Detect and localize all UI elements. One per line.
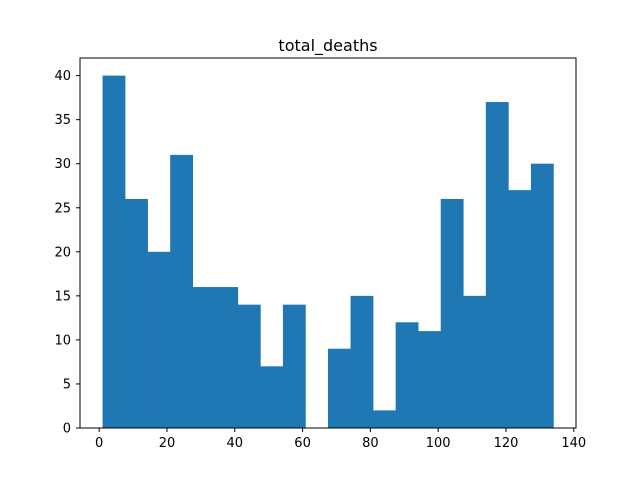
histogram-bar — [485, 102, 509, 429]
y-tick-label: 20 — [54, 245, 71, 260]
x-axis: 0 20 40 60 80 100 120 140 — [95, 428, 586, 451]
histogram-bar — [102, 75, 126, 428]
histogram-bar — [282, 304, 306, 428]
y-tick-label: 0 — [63, 422, 71, 437]
histogram-bar — [350, 295, 374, 428]
y-axis: 0 5 10 15 20 25 30 35 40 — [54, 69, 80, 437]
histogram-bar — [237, 304, 261, 428]
chart-title: total_deaths — [278, 36, 377, 56]
y-tick-label: 35 — [54, 113, 71, 128]
histogram-bar — [125, 198, 148, 428]
x-tick-label: 20 — [159, 436, 176, 451]
histogram-bar — [508, 190, 532, 428]
y-tick-label: 25 — [54, 201, 71, 216]
y-tick-label: 10 — [54, 333, 71, 348]
histogram-bar — [215, 287, 239, 428]
x-tick-label: 120 — [494, 436, 519, 451]
histogram-bar — [260, 366, 284, 428]
histogram-bar — [192, 287, 216, 428]
plot-frame — [79, 57, 577, 429]
histogram-bar — [147, 251, 171, 428]
histogram-bar — [440, 198, 464, 428]
histogram-bar — [530, 163, 554, 428]
histogram-bar — [170, 154, 194, 428]
histogram-bar — [395, 322, 419, 428]
x-tick-label: 80 — [362, 436, 379, 451]
x-tick-label: 100 — [426, 436, 451, 451]
y-tick-label: 40 — [54, 69, 71, 84]
x-tick-label: 60 — [294, 436, 311, 451]
x-tick-label: 40 — [226, 436, 243, 451]
histogram-bar — [328, 348, 351, 428]
histogram-bar — [373, 410, 396, 428]
y-tick-label: 30 — [54, 157, 71, 172]
histogram-bar — [418, 331, 442, 428]
histogram-bar — [463, 295, 487, 428]
y-tick-label: 5 — [63, 377, 71, 392]
y-tick-label: 15 — [54, 289, 71, 304]
x-tick-label: 0 — [95, 436, 103, 451]
x-tick-label: 140 — [561, 436, 586, 451]
bars-group — [102, 75, 554, 429]
